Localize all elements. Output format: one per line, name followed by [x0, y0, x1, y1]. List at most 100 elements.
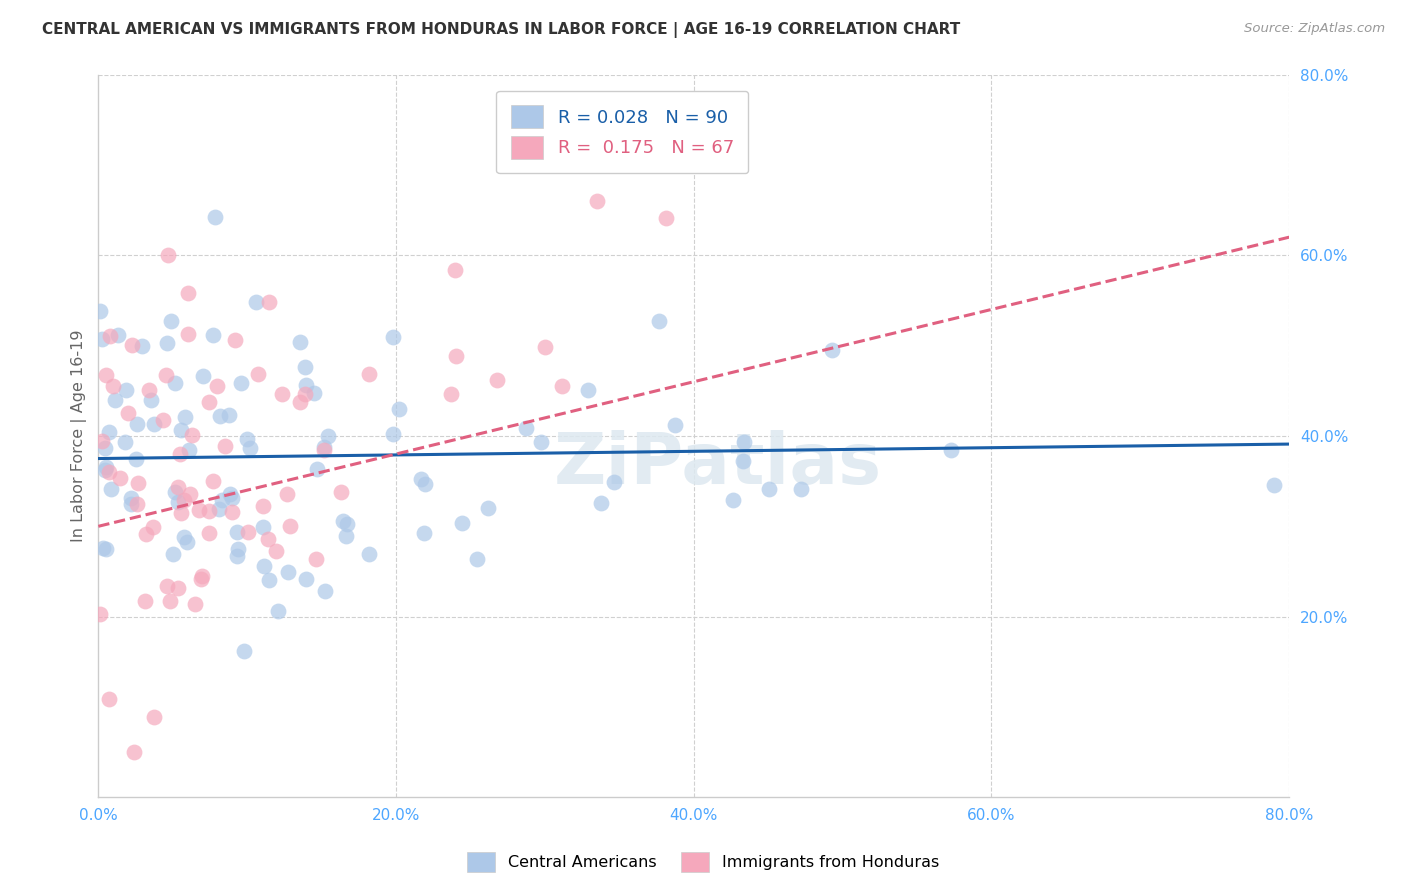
Point [413, 526, 436, 541]
Point [155, 368, 177, 382]
Point [335, 529, 357, 543]
Point [576, 383, 599, 397]
Point [122, 745, 145, 759]
Point [184, 597, 207, 611]
Point [143, 710, 166, 724]
Point [117, 406, 139, 420]
Point [359, 367, 381, 381]
Point [295, 378, 318, 392]
Point [191, 569, 214, 583]
Point [191, 369, 214, 384]
Point [198, 395, 221, 409]
Point [179, 442, 201, 457]
Point [302, 386, 325, 401]
Point [288, 395, 311, 409]
Point [162, 547, 184, 561]
Point [98, 425, 121, 440]
Legend: Central Americans, Immigrants from Honduras: Central Americans, Immigrants from Hondu… [458, 844, 948, 880]
Point [179, 487, 201, 501]
Point [98, 329, 121, 343]
Point [236, 525, 259, 540]
Point [550, 379, 572, 393]
Point [214, 439, 236, 453]
Point [211, 492, 233, 507]
Point [294, 386, 316, 401]
Point [586, 194, 609, 208]
Point [96, 368, 118, 383]
Point [120, 497, 142, 511]
Point [603, 475, 626, 489]
Point [187, 503, 209, 517]
Point [163, 485, 186, 500]
Point [252, 499, 274, 513]
Point [655, 211, 678, 225]
Point [381, 329, 404, 343]
Point [721, 493, 744, 508]
Point [218, 409, 240, 423]
Point [246, 367, 269, 381]
Point [93, 463, 115, 477]
Point [190, 572, 212, 586]
Point [177, 326, 200, 341]
Point [332, 514, 354, 528]
Point [181, 428, 204, 442]
Legend: R = 0.028   N = 90, R =  0.175   N = 67: R = 0.028 N = 90, R = 0.175 N = 67 [496, 91, 748, 173]
Point [225, 524, 247, 539]
Point [221, 505, 243, 519]
Point [125, 452, 148, 467]
Point [329, 485, 352, 500]
Point [159, 314, 181, 328]
Point [307, 462, 329, 476]
Point [98, 465, 121, 479]
Point [165, 376, 187, 390]
Point [233, 644, 256, 658]
Point [533, 340, 555, 354]
Point [142, 520, 165, 534]
Point [176, 535, 198, 549]
Point [169, 447, 191, 461]
Point [530, 435, 553, 450]
Point [256, 532, 278, 546]
Point [239, 441, 262, 455]
Point [100, 482, 122, 496]
Point [252, 520, 274, 534]
Point [336, 516, 359, 531]
Point [664, 418, 686, 433]
Point [271, 386, 294, 401]
Point [277, 565, 299, 579]
Point [235, 432, 257, 446]
Point [205, 379, 228, 393]
Text: CENTRAL AMERICAN VS IMMIGRANTS FROM HONDURAS IN LABOR FORCE | AGE 16-19 CORRELAT: CENTRAL AMERICAN VS IMMIGRANTS FROM HOND… [42, 22, 960, 38]
Point [166, 581, 188, 595]
Point [127, 496, 149, 510]
Point [382, 426, 405, 441]
Point [257, 573, 280, 587]
Point [197, 504, 219, 518]
Point [127, 475, 149, 490]
Point [290, 334, 312, 349]
Point [477, 500, 499, 515]
Point [94, 441, 117, 455]
Point [89, 304, 111, 318]
Point [143, 417, 166, 431]
Point [316, 429, 339, 443]
Point [305, 552, 328, 566]
Point [202, 474, 225, 488]
Point [245, 294, 267, 309]
Point [96, 542, 118, 557]
Point [224, 333, 246, 347]
Point [758, 482, 780, 496]
Point [941, 442, 963, 457]
Point [101, 379, 124, 393]
Point [295, 573, 318, 587]
Point [1263, 478, 1285, 492]
Point [173, 492, 195, 507]
Point [115, 383, 138, 397]
Point [733, 434, 755, 449]
Point [276, 487, 298, 501]
Text: Source: ZipAtlas.com: Source: ZipAtlas.com [1244, 22, 1385, 36]
Point [226, 541, 249, 556]
Point [485, 373, 508, 387]
Point [411, 472, 433, 486]
Point [465, 552, 488, 566]
